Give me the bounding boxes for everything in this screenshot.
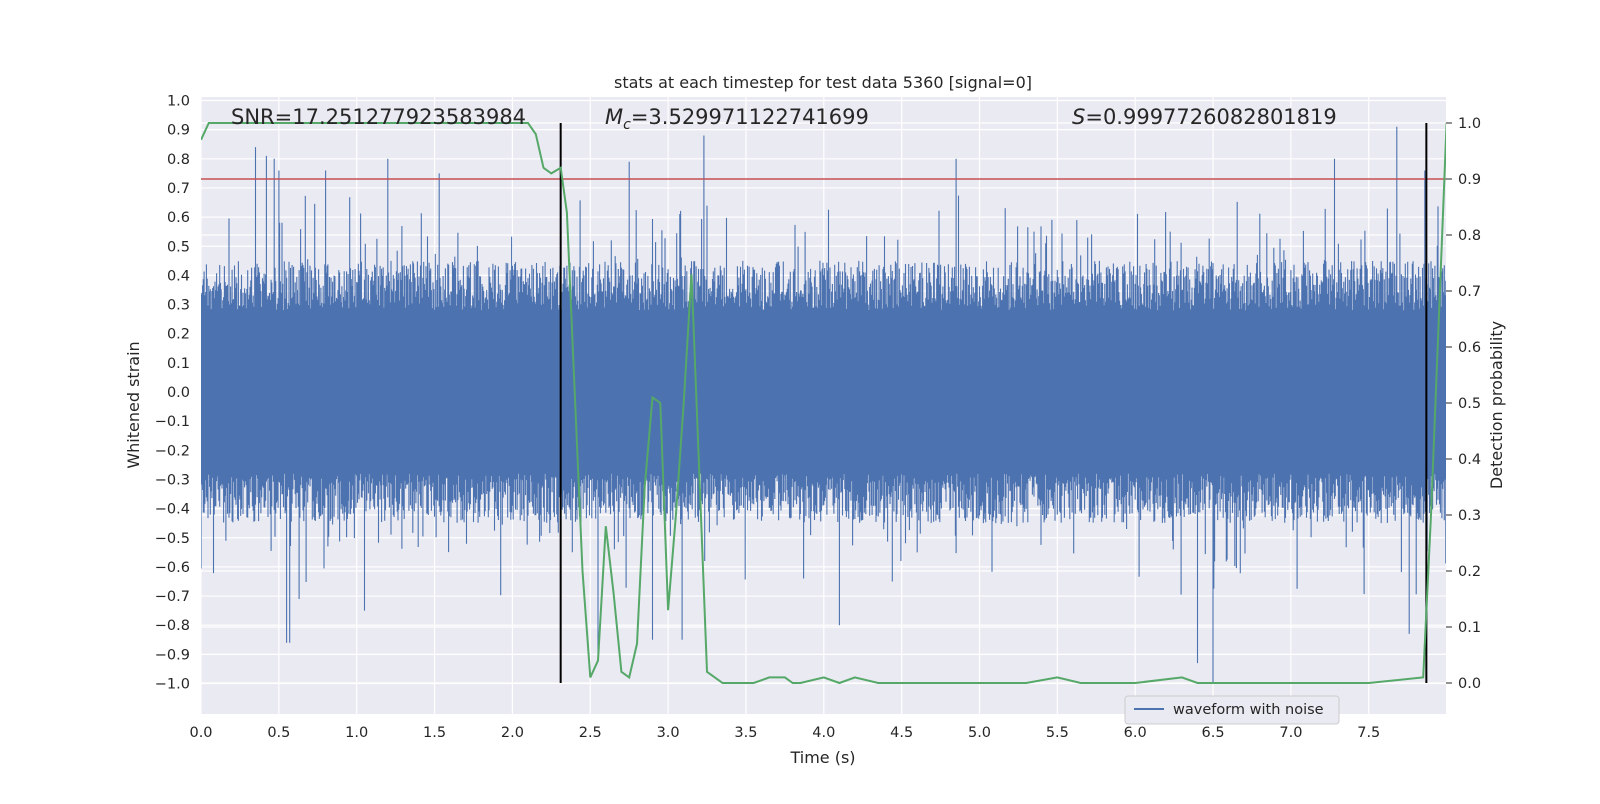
x-tick-labels: 0.0 0.5 1.0 1.5 2.0 2.5 3.0 3.5 4.0 4.5 5.0 5.5 6.0 6… <box>189 725 1380 741</box>
chart-title: stats at each timestep for test data 536… <box>614 73 1032 92</box>
y-tick-label: −0.1 <box>155 414 190 430</box>
x-tick-label: 6.0 <box>1124 725 1147 741</box>
y2-axis-label: Detection probability <box>1487 321 1506 489</box>
legend-box <box>1124 695 1340 725</box>
y-tick-label: 0.6 <box>167 210 190 226</box>
y2-tick-label: 0.1 <box>1458 620 1481 636</box>
x-tick-label: 3.0 <box>657 725 680 741</box>
y2-tick-label: 0.2 <box>1458 564 1481 580</box>
x-tick-label: 6.5 <box>1202 725 1225 741</box>
x-tick-label: 7.5 <box>1357 725 1380 741</box>
y-tick-label: 0.3 <box>167 298 190 314</box>
x-axis-label: Time (s) <box>789 748 855 767</box>
legend: waveform with noise <box>1124 695 1340 725</box>
y2-tick-label: 0.6 <box>1458 340 1481 356</box>
snr-annotation: SNR=17.251277923583984 <box>231 105 526 129</box>
x-tick-label: 1.5 <box>423 725 446 741</box>
y-tick-label: −0.6 <box>155 560 190 576</box>
y-tick-label: 0.1 <box>167 356 190 372</box>
waveform-trace <box>201 126 1446 684</box>
y-tick-label: −0.4 <box>155 502 190 518</box>
y2-tick-labels: 0.0 0.1 0.2 0.3 0.4 0.5 0.6 0.7 0.8 0.9 1.0 <box>1458 116 1481 692</box>
y2-tick-label: 0.8 <box>1458 228 1481 244</box>
y-tick-label: 0.8 <box>167 152 190 168</box>
x-tick-label: 4.0 <box>812 725 835 741</box>
vertical-markers <box>559 123 1428 683</box>
y-tick-labels: 1.0 0.9 0.8 0.7 0.6 0.5 0.4 0.3 0.2 0.1 0.0 −0.1 −0.… <box>155 94 190 693</box>
y-tick-label: −0.9 <box>155 647 190 663</box>
waveform-series <box>201 126 1446 684</box>
y-tick-label: 0.7 <box>167 181 190 197</box>
score-annotation: S=0.9997726082801819 <box>1072 105 1337 129</box>
x-tick-label: 7.0 <box>1279 725 1302 741</box>
x-tick-label: 4.5 <box>890 725 913 741</box>
y-tick-label: −0.2 <box>155 443 190 459</box>
y2-tick-label: 0.4 <box>1458 452 1481 468</box>
y-tick-label: −0.8 <box>155 618 190 634</box>
x-tick-label: 2.0 <box>501 725 524 741</box>
chirp-mass-annotation: Mc=3.529971122741699 <box>605 105 869 133</box>
y-tick-label: 0.2 <box>167 327 190 343</box>
x-tick-label: 1.0 <box>345 725 368 741</box>
x-tick-label: 5.0 <box>968 725 991 741</box>
x-tick-label: 0.5 <box>267 725 290 741</box>
x-tick-label: 0.0 <box>189 725 212 741</box>
x-tick-label: 5.5 <box>1046 725 1069 741</box>
y2-tick-label: 0.7 <box>1458 284 1481 300</box>
y-tick-label: −0.7 <box>155 589 190 605</box>
y-tick-label: −0.5 <box>155 531 190 547</box>
y-tick-label: 0.4 <box>167 268 190 284</box>
y2-tick-label: 0.5 <box>1458 396 1481 412</box>
y-axis-label: Whitened strain <box>124 341 143 468</box>
y-tick-label: 1.0 <box>167 94 190 110</box>
legend-label-waveform: waveform with noise <box>1173 702 1324 718</box>
y2-tick-label: 0.0 <box>1458 676 1481 692</box>
y2-tick-label: 0.3 <box>1458 508 1481 524</box>
y-tick-label: −1.0 <box>155 677 190 693</box>
chirp-mass-value: =3.529971122741699 <box>631 105 869 129</box>
y-tick-label: 0.9 <box>167 123 190 139</box>
y-tick-label: −0.3 <box>155 472 190 488</box>
x-tick-label: 2.5 <box>579 725 602 741</box>
y-tick-label: 0.0 <box>167 385 190 401</box>
y2-tick-label: 1.0 <box>1458 116 1481 132</box>
y-tick-label: 0.5 <box>167 239 190 255</box>
y2-tick-label: 0.9 <box>1458 172 1481 188</box>
detection-probability-line <box>201 122 1446 685</box>
x-tick-label: 3.5 <box>734 725 757 741</box>
score-value: =0.9997726082801819 <box>1085 105 1336 129</box>
